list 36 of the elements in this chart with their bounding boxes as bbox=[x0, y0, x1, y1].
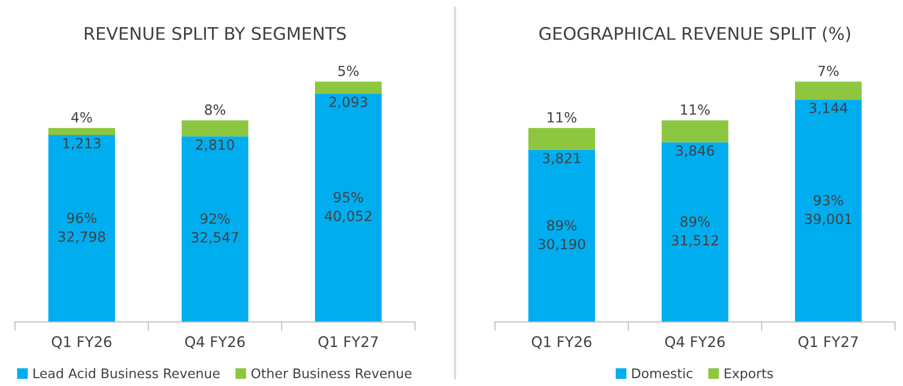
data-label: 95% 40,052 bbox=[324, 192, 372, 223]
data-label: 92% 32,547 bbox=[192, 213, 238, 244]
data-label: 96% 32,798 bbox=[58, 212, 106, 244]
x-tick-label: Q1 FY26 bbox=[532, 336, 592, 349]
bar bbox=[662, 120, 728, 142]
x-tick-label: Q4 FY26 bbox=[185, 336, 245, 349]
bar bbox=[315, 82, 382, 94]
text: 8% 2,810 bbox=[196, 104, 234, 152]
text: 11% 3,821 bbox=[542, 112, 580, 165]
legend-label: Exports bbox=[724, 368, 773, 381]
text: 11% 3,846 bbox=[676, 104, 714, 158]
data-label: 93% 39,001 bbox=[805, 194, 852, 226]
bar bbox=[528, 128, 595, 150]
text: 5% 2,093 bbox=[329, 66, 368, 109]
data-label: 89% 30,190 bbox=[538, 220, 586, 251]
text: 7% 3,144 bbox=[810, 66, 848, 115]
legend-label: Domestic bbox=[632, 368, 692, 378]
x-tick-label: Q1 FY26 bbox=[52, 336, 112, 349]
chart-title: GEOGRAPHICAL REVENUE SPLIT (%) bbox=[539, 26, 850, 42]
x-tick-label: Q4 FY26 bbox=[665, 336, 725, 349]
bar bbox=[315, 94, 382, 322]
bar bbox=[795, 100, 862, 322]
x-tick-label: Q1 FY27 bbox=[798, 336, 858, 349]
bar bbox=[48, 134, 115, 322]
bar bbox=[48, 128, 115, 135]
x-tick-label: Q1 FY27 bbox=[318, 336, 378, 349]
data-label: 89% 31,512 bbox=[672, 216, 718, 247]
bar bbox=[182, 120, 248, 136]
data-label: 4% 1,213 bbox=[63, 112, 100, 150]
legend-label: Other Business Revenue bbox=[251, 368, 412, 378]
bar bbox=[182, 136, 248, 322]
bar bbox=[795, 82, 862, 100]
chart-title: REVENUE SPLIT BY SEGMENTS bbox=[84, 26, 346, 40]
bar bbox=[528, 150, 595, 322]
bar bbox=[662, 142, 728, 322]
legend-label: Lead Acid Business Revenue bbox=[34, 368, 220, 378]
